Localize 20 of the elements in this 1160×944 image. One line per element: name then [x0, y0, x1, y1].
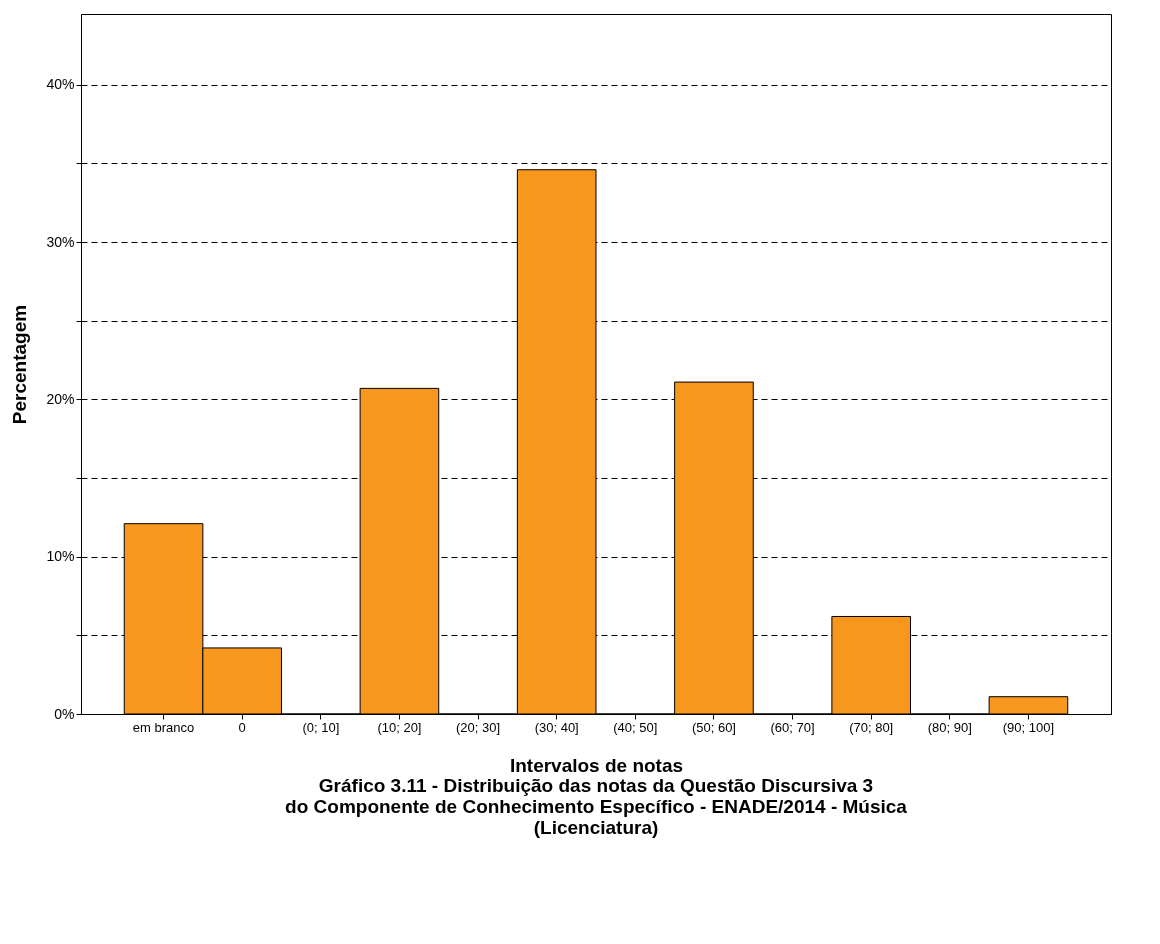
x-tick-label: (30; 40] — [534, 719, 579, 735]
text: Gráfico 3.11 - Distribuição das notas da Questão Discursiva 3 do Componente de Conhecimento Específico - ENADE/2014 - Música (Licenciatura) — [285, 775, 908, 838]
y-tick-label: 10% — [46, 548, 75, 565]
x-tick-label: (50; 60] — [691, 719, 736, 735]
x-tick-label: (90; 100] — [1002, 719, 1055, 735]
x-tick-label: (60; 70] — [770, 719, 815, 735]
y-tick-label: 30% — [46, 233, 75, 250]
y-axis-title: Percentagem — [9, 304, 31, 425]
y-tick-label: 20% — [46, 390, 75, 407]
x-tick-label: (10; 20] — [377, 719, 422, 735]
x-tick-label: (40; 50] — [613, 719, 658, 735]
x-axis-title: Intervalos de notas — [509, 754, 684, 776]
x-tick-label: em branco — [132, 719, 195, 735]
x-tick-label: (80; 90] — [927, 719, 972, 735]
y-tick-label: 40% — [46, 76, 75, 93]
x-tick-label: (70; 80] — [849, 719, 894, 735]
x-tick-label: (0; 10] — [302, 719, 340, 735]
y-tick-label: 0% — [54, 705, 75, 722]
x-tick-label: (20; 30] — [456, 719, 501, 735]
x-tick-label: 0 — [238, 719, 246, 735]
